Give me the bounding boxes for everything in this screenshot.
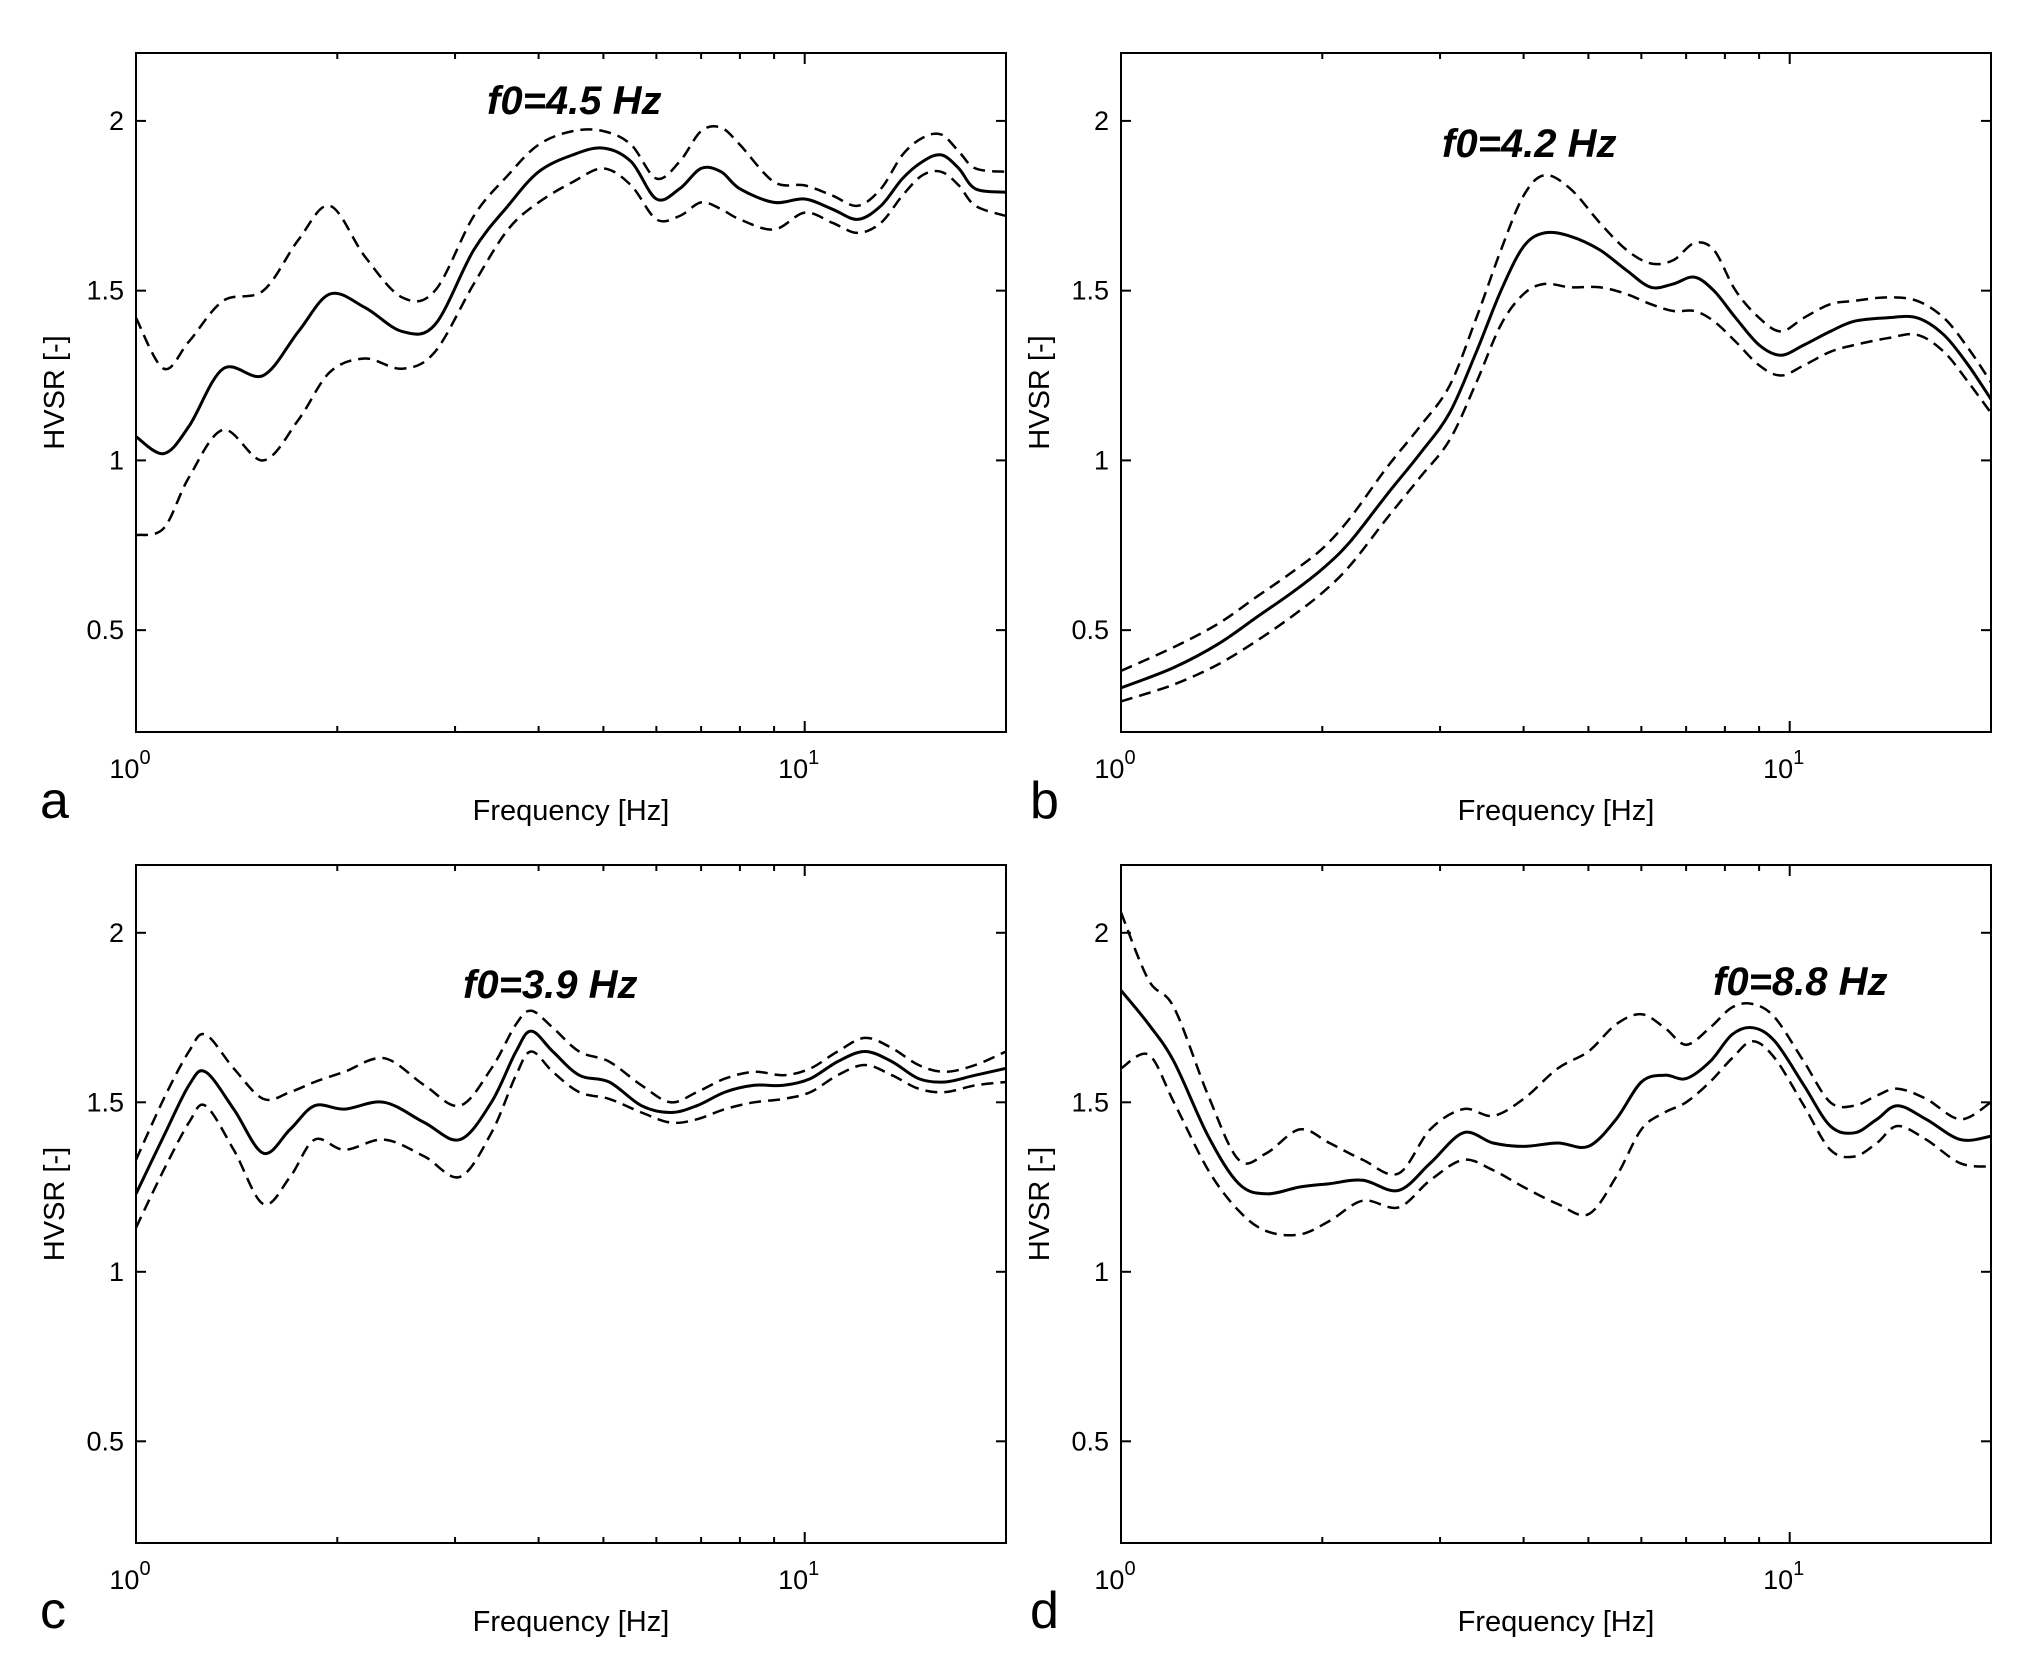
plot-frame (135, 864, 1007, 1544)
x-tick-label: 101 (778, 747, 819, 784)
y-tick-label: 1 (109, 445, 124, 475)
x-tick-label: 101 (778, 1558, 819, 1595)
x-tick-label: 100 (109, 747, 150, 784)
y-tick-label: 1.5 (86, 276, 124, 306)
f0-annotation: f0=3.9 Hz (463, 963, 638, 1007)
series-line-lower (1121, 282, 1991, 703)
series-line-upper (136, 125, 1006, 371)
x-tick-base: 10 (109, 1565, 139, 1595)
x-tick-base: 10 (778, 754, 808, 784)
series-line-upper (1121, 173, 1991, 673)
x-tick-label: 101 (1763, 747, 1804, 784)
x-tick-label: 100 (1094, 1558, 1135, 1595)
y-axis-label: HVSR [-] (1024, 1147, 1056, 1261)
x-tick-exponent: 0 (1124, 747, 1135, 769)
plot-frame (135, 52, 1007, 733)
y-axis-label: HVSR [-] (1024, 335, 1056, 449)
f0-annotation: f0=4.5 Hz (487, 79, 662, 123)
x-tick-exponent: 1 (808, 1558, 819, 1580)
y-axis-label: HVSR [-] (39, 1147, 71, 1261)
x-axis-label: Frequency [Hz] (473, 1606, 670, 1638)
panel-letter: d (1030, 1582, 1059, 1640)
y-tick-label: 0.5 (86, 1426, 124, 1456)
series-group (136, 125, 1006, 537)
series-line-upper (1121, 912, 1991, 1176)
series-line-mean (1121, 989, 1991, 1196)
y-tick-label: 1.5 (1071, 276, 1109, 306)
x-tick-base: 10 (1094, 1565, 1124, 1595)
f0-annotation: f0=8.8 Hz (1713, 960, 1888, 1004)
series-group (1121, 173, 1991, 703)
x-tick-base: 10 (1763, 754, 1793, 784)
y-axis-label: HVSR [-] (39, 335, 71, 449)
y-tick-label: 1 (1094, 445, 1109, 475)
y-tick-label: 2 (109, 918, 124, 948)
y-tick-label: 2 (1094, 918, 1109, 948)
plot-frame (1120, 864, 1992, 1544)
panel-letter: a (40, 772, 69, 830)
y-tick-label: 1 (109, 1257, 124, 1287)
series-line-lower (1121, 1040, 1991, 1237)
plot-frame (1120, 52, 1992, 733)
series-line-mean (136, 146, 1006, 456)
x-tick-label: 100 (109, 1558, 150, 1595)
x-axis-label: Frequency [Hz] (1458, 1606, 1655, 1638)
x-axis-label: Frequency [Hz] (473, 795, 670, 827)
series-line-lower (136, 1050, 1006, 1229)
y-tick-label: 2 (109, 106, 124, 136)
y-tick-label: 0.5 (1071, 1426, 1109, 1456)
x-tick-base: 10 (778, 1565, 808, 1595)
series-group (136, 1009, 1006, 1229)
x-axis-label: Frequency [Hz] (1458, 795, 1655, 827)
y-tick-label: 0.5 (86, 615, 124, 645)
x-tick-exponent: 0 (1124, 1558, 1135, 1580)
x-tick-exponent: 0 (139, 747, 150, 769)
y-tick-label: 1.5 (86, 1087, 124, 1117)
y-tick-label: 0.5 (1071, 615, 1109, 645)
x-tick-exponent: 1 (1793, 747, 1804, 769)
x-tick-base: 10 (1763, 1565, 1793, 1595)
series-line-mean (1121, 230, 1991, 690)
x-tick-exponent: 1 (808, 747, 819, 769)
series-line-upper (136, 1009, 1006, 1161)
y-tick-label: 1 (1094, 1257, 1109, 1287)
y-tick-label: 1.5 (1071, 1087, 1109, 1117)
panel-letter: b (1030, 772, 1059, 830)
series-group (1121, 912, 1991, 1237)
panel-letter: c (40, 1582, 66, 1640)
series-line-lower (136, 167, 1006, 537)
x-tick-label: 100 (1094, 747, 1135, 784)
x-tick-exponent: 0 (139, 1558, 150, 1580)
series-line-mean (136, 1029, 1006, 1195)
x-tick-label: 101 (1763, 1558, 1804, 1595)
x-tick-base: 10 (109, 754, 139, 784)
f0-annotation: f0=4.2 Hz (1442, 122, 1617, 166)
x-tick-exponent: 1 (1793, 1558, 1804, 1580)
x-tick-base: 10 (1094, 754, 1124, 784)
y-tick-label: 2 (1094, 106, 1109, 136)
